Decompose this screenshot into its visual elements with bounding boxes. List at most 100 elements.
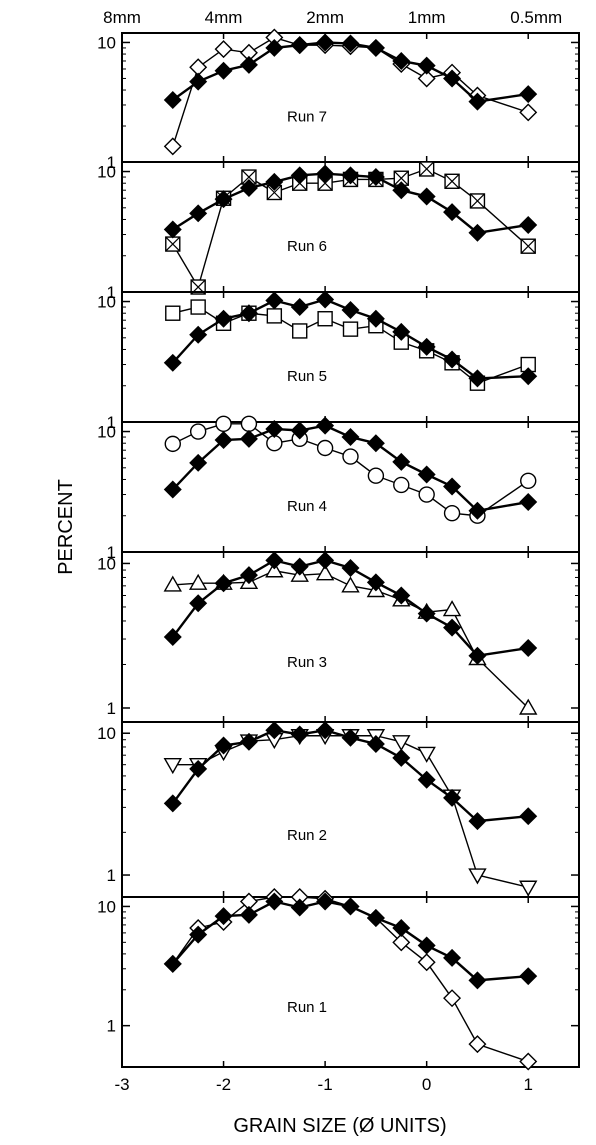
panel-5: 1 10 Run 3 <box>97 551 580 723</box>
data-point <box>214 61 233 80</box>
data-point <box>163 954 182 973</box>
data-point <box>341 576 360 593</box>
data-point <box>316 290 335 309</box>
data-point <box>290 421 309 440</box>
data-point <box>417 953 436 972</box>
y-tick-label: 1 <box>107 866 116 885</box>
data-point <box>442 600 462 617</box>
data-point <box>189 925 208 944</box>
data-point <box>163 575 182 592</box>
data-point <box>214 574 233 593</box>
data-point <box>519 698 538 715</box>
data-point <box>316 439 334 457</box>
data-point <box>520 238 536 254</box>
y-tick-label: 1 <box>107 543 116 562</box>
data-point <box>214 907 233 926</box>
data-point <box>366 38 385 57</box>
y-tick-label: 1 <box>107 699 116 718</box>
series-circle-open <box>164 415 537 524</box>
y-tick-label: 10 <box>97 724 116 743</box>
data-point <box>341 34 360 53</box>
data-point <box>163 757 182 775</box>
data-point <box>366 734 385 753</box>
data-point <box>443 948 462 967</box>
data-point <box>189 759 208 778</box>
top-axis-tick-label: 0.5mm <box>510 8 562 27</box>
top-axis-tick-label: 4mm <box>205 8 243 27</box>
data-point <box>240 415 258 432</box>
data-point <box>165 236 181 252</box>
data-point <box>468 1035 487 1054</box>
data-point <box>519 639 538 657</box>
top-axis-labels: 8mm 4mm 2mm 1mm 0.5mm <box>103 8 562 27</box>
series-diamond-filled <box>163 416 538 520</box>
data-point <box>215 415 232 432</box>
data-point <box>163 353 182 372</box>
series-diamond-filled <box>163 721 538 831</box>
data-point <box>520 472 537 489</box>
data-point <box>214 431 233 450</box>
series-diamond-filled <box>163 164 538 242</box>
run-label: Run 1 <box>287 999 327 1016</box>
data-point <box>519 807 538 826</box>
data-point <box>417 187 436 206</box>
y-tick-label: 1 <box>107 1017 116 1036</box>
data-point <box>214 736 233 755</box>
data-point <box>392 51 411 70</box>
data-point <box>417 465 436 484</box>
series-triangle-down-open <box>163 729 538 897</box>
panel-2: 1 10 Run 6 <box>97 161 580 302</box>
data-point <box>341 897 360 916</box>
panel-1: 1 10 Run 7 <box>97 28 580 172</box>
data-point <box>392 918 411 937</box>
data-point <box>341 166 360 185</box>
data-point <box>265 419 284 438</box>
data-point <box>418 161 435 177</box>
data-point <box>190 299 206 315</box>
x-axis-title: GRAIN SIZE (Ø UNITS) <box>233 1115 446 1137</box>
x-tick-label: -3 <box>114 1075 129 1094</box>
data-point <box>392 452 411 471</box>
y-tick-label: 10 <box>97 423 116 442</box>
data-point <box>290 36 309 55</box>
y-tick-label: 1 <box>107 413 116 432</box>
data-point <box>392 322 411 341</box>
data-point <box>290 898 309 917</box>
data-point <box>392 748 411 767</box>
data-point <box>316 551 335 570</box>
data-point <box>241 169 257 185</box>
y-tick-label: 1 <box>107 283 116 302</box>
data-point <box>468 646 487 665</box>
data-point <box>163 220 182 239</box>
data-point <box>265 551 284 570</box>
run-label: Run 2 <box>287 827 327 844</box>
data-point <box>468 971 487 990</box>
top-axis-tick-label: 1mm <box>408 8 446 27</box>
data-point <box>468 868 487 885</box>
data-point <box>265 38 284 57</box>
data-point <box>292 323 308 339</box>
y-tick-label: 10 <box>97 33 116 52</box>
data-point <box>366 573 385 592</box>
panel-6: 1 10 Run 2 <box>97 721 580 898</box>
data-point <box>290 298 309 317</box>
data-point <box>366 309 385 328</box>
data-point <box>519 967 538 986</box>
run-label: Run 5 <box>287 368 327 385</box>
data-point <box>366 434 385 453</box>
data-point <box>163 480 182 499</box>
data-point <box>214 40 233 59</box>
series-diamond-filled <box>163 551 538 665</box>
data-point <box>239 905 258 924</box>
data-point <box>341 559 360 577</box>
data-point <box>417 337 436 356</box>
x-tick-label: -1 <box>318 1075 333 1094</box>
series-diamond-filled <box>163 33 538 111</box>
data-point <box>443 477 462 496</box>
data-point <box>189 453 208 472</box>
data-point <box>189 423 207 440</box>
data-point <box>367 467 385 484</box>
data-point <box>239 732 258 751</box>
data-point <box>417 604 436 623</box>
